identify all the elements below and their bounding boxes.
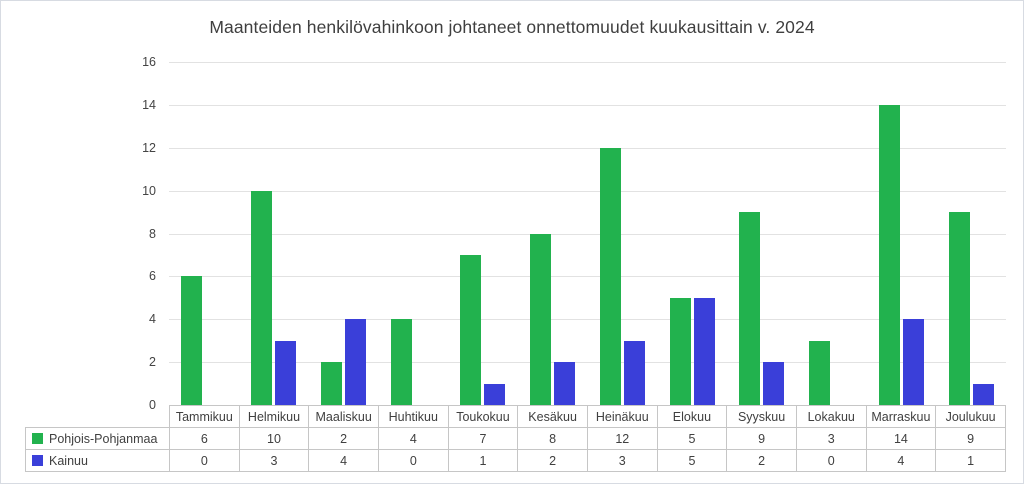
bar-kainuu-maaliskuu xyxy=(344,319,366,405)
value-cell-pohjois-pohjanmaa-joulukuu: 9 xyxy=(935,427,1006,450)
bar-groups xyxy=(169,62,1006,405)
value-cell-kainuu-toukokuu: 1 xyxy=(447,449,519,472)
table-header-row: Tammikuu Helmikuu Maaliskuu Huhtikuu Toukoku… xyxy=(26,405,1006,428)
bar-kainuu-helmikuu xyxy=(275,340,297,405)
value-cell-pohjois-pohjanmaa-maaliskuu: 2 xyxy=(308,427,379,450)
y-tick-label-0: 0 xyxy=(149,397,156,412)
value-cell-pohjois-pohjanmaa-toukokuu: 7 xyxy=(447,427,519,450)
bar-group-joulukuu xyxy=(936,62,1006,405)
month-header-cell-marraskuu: Marraskuu xyxy=(865,405,937,428)
bar-pohjois-pohjanmaa-marraskuu xyxy=(878,104,900,405)
bar-pohjois-pohjanmaa-lokakuu xyxy=(809,340,831,405)
bar-pohjois-pohjanmaa-elokuu xyxy=(669,297,691,405)
bar-pohjois-pohjanmaa-kesäkuu xyxy=(530,233,552,405)
value-cell-pohjois-pohjanmaa-kesäkuu: 8 xyxy=(517,427,588,450)
y-tick-label-4: 4 xyxy=(149,312,156,326)
y-tick-label-10: 10 xyxy=(142,183,156,198)
value-cell-pohjois-pohjanmaa-syyskuu: 9 xyxy=(726,427,797,450)
month-header-cell-tammikuu: Tammikuu xyxy=(169,405,240,428)
y-tick-label-8: 8 xyxy=(149,226,156,241)
month-header-cell-toukokuu: Toukokuu xyxy=(447,405,519,428)
y-tick-label-6: 6 xyxy=(149,269,156,284)
bar-pohjois-pohjanmaa-syyskuu xyxy=(739,212,761,405)
plot-area xyxy=(169,62,1006,405)
value-cell-pohjois-pohjanmaa-heinäkuu: 12 xyxy=(586,427,658,450)
value-cell-kainuu-syyskuu: 2 xyxy=(726,449,797,472)
month-header-cell-joulukuu: Joulukuu xyxy=(935,405,1006,428)
bar-kainuu-syyskuu xyxy=(763,362,785,405)
bar-group-heinäkuu xyxy=(588,62,658,405)
bar-group-syyskuu xyxy=(727,62,797,405)
value-cell-kainuu-heinäkuu: 3 xyxy=(586,449,658,472)
bar-pohjois-pohjanmaa-helmikuu xyxy=(251,190,273,405)
data-table: Tammikuu Helmikuu Maaliskuu Huhtikuu Toukoku… xyxy=(25,405,1006,472)
bar-group-lokakuu xyxy=(797,62,867,405)
value-cell-kainuu-joulukuu: 1 xyxy=(935,449,1006,472)
legend-swatch-kainuu-icon xyxy=(32,455,43,466)
bar-group-toukokuu xyxy=(448,62,518,405)
bar-pohjois-pohjanmaa-huhtikuu xyxy=(390,319,412,405)
bar-group-huhtikuu xyxy=(378,62,448,405)
bar-kainuu-kesäkuu xyxy=(554,362,576,405)
value-cell-kainuu-maaliskuu: 4 xyxy=(308,449,379,472)
value-cell-kainuu-tammikuu: 0 xyxy=(169,449,240,472)
bar-kainuu-joulukuu xyxy=(972,383,994,405)
gridline-y10 xyxy=(169,190,1006,192)
month-header-cell-kesäkuu: Kesäkuu xyxy=(517,405,588,428)
value-cell-pohjois-pohjanmaa-lokakuu: 3 xyxy=(795,427,867,450)
table-corner-cell xyxy=(26,406,170,428)
bar-pohjois-pohjanmaa-heinäkuu xyxy=(599,147,621,405)
bar-pohjois-pohjanmaa-toukokuu xyxy=(460,254,482,405)
bar-group-elokuu xyxy=(657,62,727,405)
y-tick-label-12: 12 xyxy=(142,140,156,155)
y-tick-label-14: 14 xyxy=(142,97,156,112)
month-header-cell-huhtikuu: Huhtikuu xyxy=(377,405,449,428)
bar-pohjois-pohjanmaa-tammikuu xyxy=(181,276,203,405)
gridline-y8 xyxy=(169,233,1006,235)
bar-group-tammikuu xyxy=(169,62,239,405)
table-row-pohjois-pohjanmaa: Pohjois-Pohjanmaa 6 10 2 4 7 8 12 5 9 3 14 9 xyxy=(25,427,1006,450)
value-cell-kainuu-helmikuu: 3 xyxy=(238,449,310,472)
value-cell-kainuu-elokuu: 5 xyxy=(656,449,728,472)
bar-kainuu-heinäkuu xyxy=(623,340,645,405)
bar-kainuu-marraskuu xyxy=(902,319,924,405)
month-header-cell-elokuu: Elokuu xyxy=(656,405,728,428)
month-header-cell-maaliskuu: Maaliskuu xyxy=(308,405,379,428)
table-row-kainuu: Kainuu 0 3 4 0 1 2 3 5 2 0 4 1 xyxy=(25,449,1006,472)
gridline-y6 xyxy=(169,276,1006,278)
value-cell-kainuu-kesäkuu: 2 xyxy=(517,449,588,472)
month-header-cell-syyskuu: Syyskuu xyxy=(726,405,797,428)
legend-swatch-pohjois-pohjanmaa-icon xyxy=(32,433,43,444)
value-cell-kainuu-huhtikuu: 0 xyxy=(377,449,449,472)
gridline-y2 xyxy=(169,362,1006,364)
gridline-y12 xyxy=(169,147,1006,149)
value-cell-kainuu-marraskuu: 4 xyxy=(865,449,937,472)
bar-group-marraskuu xyxy=(867,62,937,405)
value-cell-pohjois-pohjanmaa-marraskuu: 14 xyxy=(865,427,937,450)
value-cell-pohjois-pohjanmaa-helmikuu: 10 xyxy=(238,427,310,450)
chart-title: Maanteiden henkilövahinkoon johtaneet on… xyxy=(209,17,815,37)
bar-kainuu-elokuu xyxy=(693,297,715,405)
value-cell-pohjois-pohjanmaa-elokuu: 5 xyxy=(656,427,728,450)
series-label-cell-kainuu: Kainuu xyxy=(25,449,170,472)
value-cell-pohjois-pohjanmaa-huhtikuu: 4 xyxy=(377,427,449,450)
series-label-cell-pohjois-pohjanmaa: Pohjois-Pohjanmaa xyxy=(25,427,170,450)
month-header-cell-heinäkuu: Heinäkuu xyxy=(586,405,658,428)
y-tick-label-16: 16 xyxy=(142,54,156,69)
bar-group-maaliskuu xyxy=(309,62,379,405)
value-cell-kainuu-lokakuu: 0 xyxy=(795,449,867,472)
bar-pohjois-pohjanmaa-maaliskuu xyxy=(320,362,342,405)
value-cell-pohjois-pohjanmaa-tammikuu: 6 xyxy=(169,427,240,450)
gridline-y16 xyxy=(169,62,1006,63)
bar-kainuu-toukokuu xyxy=(484,383,506,405)
bar-pohjois-pohjanmaa-joulukuu xyxy=(948,212,970,405)
y-tick-label-2: 2 xyxy=(149,354,156,369)
month-header-cell-helmikuu: Helmikuu xyxy=(238,405,310,428)
gridline-y14 xyxy=(169,104,1006,106)
gridline-y4 xyxy=(169,319,1006,321)
bar-group-helmikuu xyxy=(239,62,309,405)
month-header-cell-lokakuu: Lokakuu xyxy=(795,405,867,428)
bar-group-kesäkuu xyxy=(518,62,588,405)
